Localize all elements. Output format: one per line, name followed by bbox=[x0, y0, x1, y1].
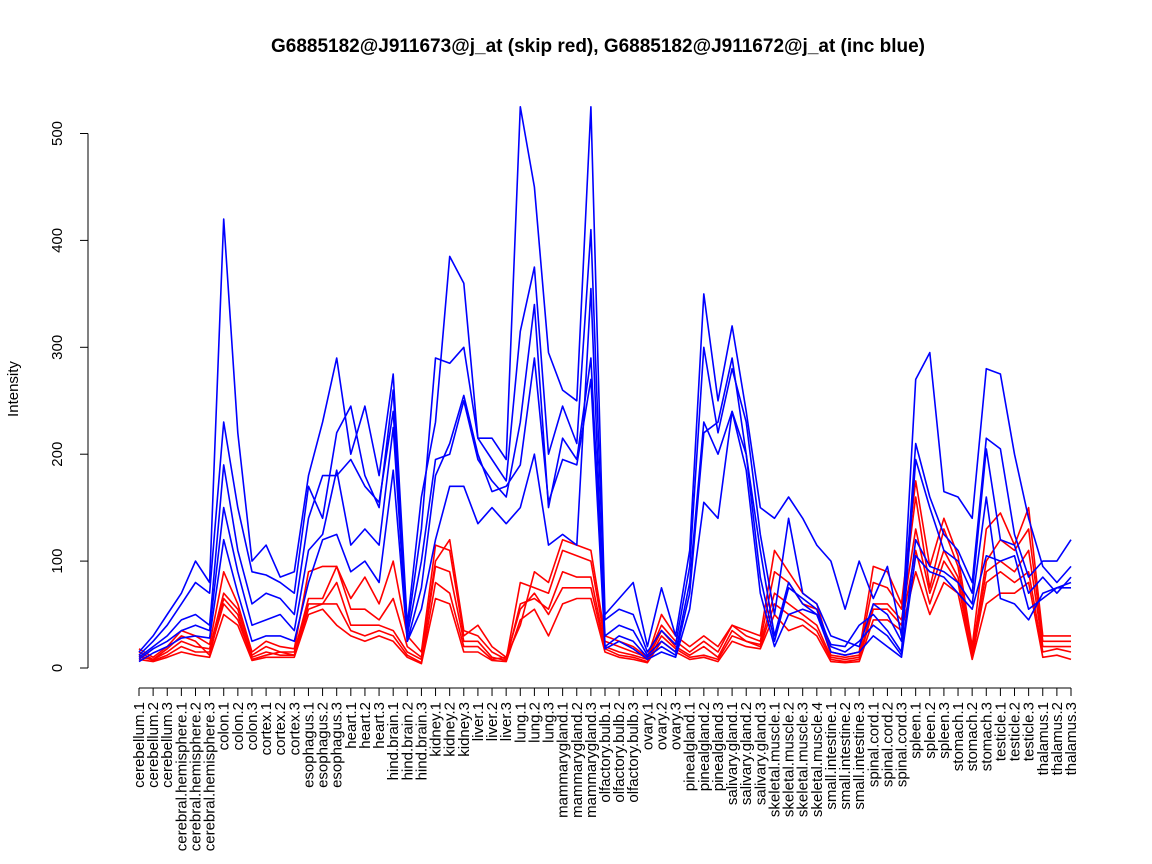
y-tick-label: 100 bbox=[49, 549, 66, 574]
x-tick-label: skeletal.muscle.3 bbox=[795, 702, 812, 817]
series-layer bbox=[138, 106, 1072, 665]
y-tick-label: 200 bbox=[49, 442, 66, 467]
y-tick-label: 500 bbox=[49, 121, 66, 146]
x-tick-label: mammarygland.3 bbox=[583, 702, 600, 818]
x-tick-label: cortex.1 bbox=[258, 702, 275, 755]
x-tick-label: esophagus.2 bbox=[315, 702, 332, 788]
y-tick-label: 0 bbox=[49, 664, 66, 672]
x-tick-label: spleen.2 bbox=[922, 702, 939, 759]
x-tick-label: small.intestine.3 bbox=[851, 702, 868, 810]
x-tick-label: cerebral.hemisphere.3 bbox=[202, 702, 219, 851]
x-tick-label: liver.1 bbox=[470, 702, 487, 741]
x-tick-label: thalamus.2 bbox=[1049, 702, 1066, 775]
x-tick-label: olfactory.bulb.3 bbox=[625, 702, 642, 803]
x-tick-label: cortex.2 bbox=[272, 702, 289, 755]
x-tick-label: mammarygland.1 bbox=[555, 702, 572, 818]
x-tick-label: lung.3 bbox=[541, 702, 558, 743]
x-tick-label: hind.brain.1 bbox=[385, 702, 402, 780]
x-tick-label: esophagus.1 bbox=[300, 702, 317, 788]
x-tick-label: thalamus.1 bbox=[1035, 702, 1052, 775]
x-tick-label: salivary.gland.2 bbox=[738, 702, 755, 805]
x-tick-label: small.intestine.1 bbox=[823, 702, 840, 810]
x-tick-label: cerebellum.3 bbox=[159, 702, 176, 788]
x-tick-label: ovary.2 bbox=[653, 702, 670, 750]
skip-series-line-9 bbox=[138, 570, 1072, 665]
chart-title: G6885182@J911673@j_at (skip red), G68851… bbox=[271, 36, 925, 57]
x-tick-label: testicle.3 bbox=[1021, 702, 1038, 761]
x-tick-label: olfactory.bulb.1 bbox=[597, 702, 614, 803]
x-tick-label: cerebellum.1 bbox=[131, 702, 148, 788]
x-tick-label: olfactory.bulb.2 bbox=[611, 702, 628, 803]
x-tick-label: kidney.2 bbox=[442, 702, 459, 757]
x-tick-label: mammarygland.2 bbox=[569, 702, 586, 818]
x-tick-label: stomach.2 bbox=[964, 702, 981, 771]
x-tick-label: pinealgland.2 bbox=[696, 702, 713, 791]
y-tick-label: 400 bbox=[49, 228, 66, 253]
x-tick-label: heart.3 bbox=[371, 702, 388, 749]
x-tick-label: ovary.3 bbox=[668, 702, 685, 750]
x-tick-label: stomach.3 bbox=[978, 702, 995, 771]
x-tick-label: spinal.cord.2 bbox=[879, 702, 896, 787]
x-tick-label: pinealgland.3 bbox=[710, 702, 727, 791]
x-tick-label: ovary.1 bbox=[639, 702, 656, 750]
x-tick-label: skeletal.muscle.1 bbox=[766, 702, 783, 817]
x-tick-label: cerebral.hemisphere.2 bbox=[187, 702, 204, 851]
x-tick-label: skeletal.muscle.2 bbox=[781, 702, 798, 817]
x-tick-label: spinal.cord.1 bbox=[865, 702, 882, 787]
x-tick-label: colon.1 bbox=[216, 702, 233, 750]
x-tick-label: cerebral.hemisphere.1 bbox=[173, 702, 190, 851]
x-tick-label: spinal.cord.3 bbox=[894, 702, 911, 787]
x-tick-label: liver.3 bbox=[498, 702, 515, 741]
inc-series-line-1 bbox=[138, 228, 1072, 656]
x-tick-label: salivary.gland.1 bbox=[724, 702, 741, 805]
x-tick-label: skeletal.muscle.4 bbox=[809, 702, 826, 817]
x-tick-label: salivary.gland.3 bbox=[752, 702, 769, 805]
x-tick-label: testicle.2 bbox=[1007, 702, 1024, 761]
y-axis: 0 100 200 300 400 500 bbox=[49, 121, 89, 672]
x-tick-label: kidney.1 bbox=[428, 702, 445, 757]
x-tick-label: lung.1 bbox=[512, 702, 529, 743]
x-tick-label: hind.brain.3 bbox=[413, 702, 430, 780]
x-tick-label: liver.2 bbox=[484, 702, 501, 741]
x-tick-label: cortex.3 bbox=[286, 702, 303, 755]
x-tick-label: testicle.1 bbox=[992, 702, 1009, 761]
x-tick-label: spleen.1 bbox=[908, 702, 925, 759]
x-tick-label: colon.2 bbox=[230, 702, 247, 750]
x-tick-label: heart.2 bbox=[357, 702, 374, 749]
x-axis: cerebellum.1cerebellum.2cerebellum.3cere… bbox=[131, 687, 1080, 851]
inc-series-line-0 bbox=[138, 106, 1072, 653]
x-tick-label: lung.2 bbox=[526, 702, 543, 743]
x-tick-label: colon.3 bbox=[244, 702, 261, 750]
y-axis-label: Intensity bbox=[5, 361, 22, 417]
x-tick-label: stomach.1 bbox=[950, 702, 967, 771]
x-tick-label: spleen.3 bbox=[936, 702, 953, 759]
x-tick-label: hind.brain.2 bbox=[399, 702, 416, 780]
y-tick-label: 300 bbox=[49, 335, 66, 360]
inc-series-line-4 bbox=[138, 287, 1071, 663]
x-tick-label: pinealgland.1 bbox=[682, 702, 699, 791]
x-tick-label: kidney.3 bbox=[456, 702, 473, 757]
x-tick-label: heart.1 bbox=[343, 702, 360, 749]
x-tick-label: esophagus.3 bbox=[329, 702, 346, 788]
x-tick-label: cerebellum.2 bbox=[145, 702, 162, 788]
x-tick-label: thalamus.3 bbox=[1063, 702, 1080, 775]
x-tick-label: small.intestine.2 bbox=[837, 702, 854, 810]
